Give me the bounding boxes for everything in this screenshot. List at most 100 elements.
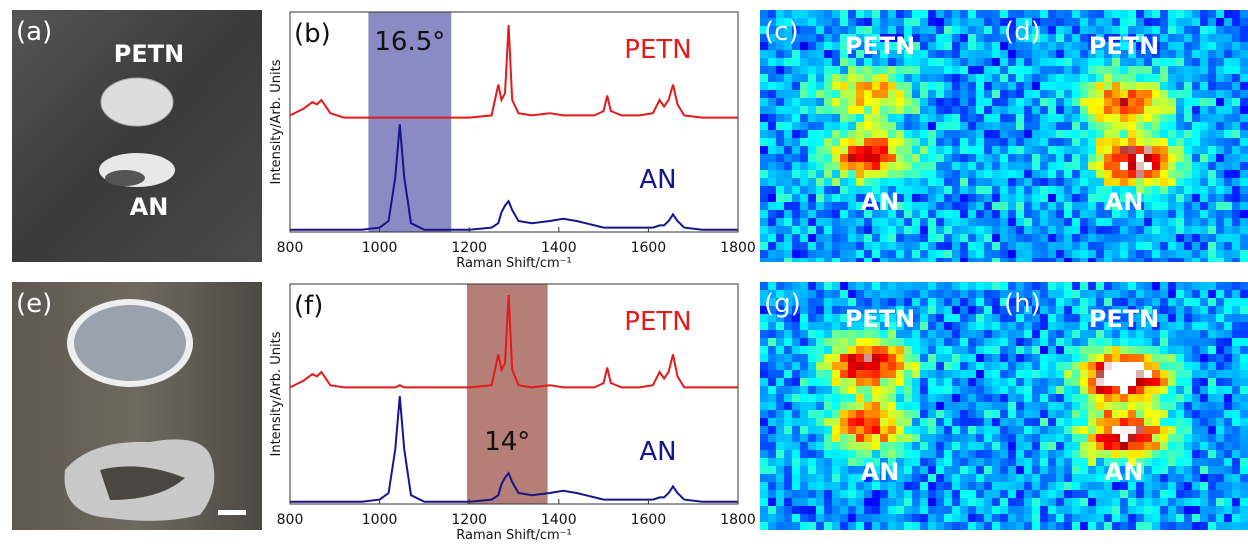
pixel [1232, 410, 1240, 418]
pixel [1008, 458, 1016, 466]
pixel [1216, 242, 1224, 250]
pixel [1232, 34, 1240, 42]
pixel [1232, 418, 1240, 426]
pixel [952, 482, 960, 490]
pixel [1096, 258, 1104, 262]
pixel [904, 458, 912, 466]
pixel [992, 514, 1000, 522]
pixel [960, 346, 968, 354]
pixel [1064, 346, 1072, 354]
pixel [952, 202, 960, 210]
pixel [1048, 298, 1056, 306]
pixel [1136, 250, 1144, 258]
pixel [904, 138, 912, 146]
pixel [944, 306, 952, 314]
pixel [1056, 154, 1064, 162]
pixel [1128, 18, 1136, 26]
pixel [960, 514, 968, 522]
pixel [960, 410, 968, 418]
pixel [1168, 410, 1176, 418]
pixel [1016, 186, 1024, 194]
pixel [992, 122, 1000, 130]
pixel [808, 394, 816, 402]
pixel [1080, 82, 1088, 90]
pixel [808, 474, 816, 482]
pixel [776, 458, 784, 466]
pixel [1192, 370, 1200, 378]
pixel [792, 354, 800, 362]
pixel [864, 410, 872, 418]
pixel [1112, 258, 1120, 262]
pixel [1144, 282, 1152, 290]
pixel [1200, 194, 1208, 202]
pixel [1040, 402, 1048, 410]
pixel [768, 194, 776, 202]
pixel [904, 386, 912, 394]
pixel [1048, 378, 1056, 386]
pixel [952, 498, 960, 506]
pixel [1112, 106, 1120, 114]
pixel [872, 394, 880, 402]
pixel [1208, 34, 1216, 42]
pixel [944, 442, 952, 450]
pixel [912, 74, 920, 82]
pixel [840, 106, 848, 114]
pixel [1048, 386, 1056, 394]
pixel [848, 74, 856, 82]
pixel [1080, 306, 1088, 314]
pixel [1224, 114, 1232, 122]
pixel [1168, 322, 1176, 330]
pixel [1040, 154, 1048, 162]
pixel [944, 490, 952, 498]
pixel [1192, 498, 1200, 506]
pixel [832, 362, 840, 370]
pixel [1088, 506, 1096, 514]
pixel [952, 466, 960, 474]
pixel [1008, 498, 1016, 506]
pixel [1048, 490, 1056, 498]
pixel [1160, 418, 1168, 426]
pixel [912, 98, 920, 106]
pixel [1200, 90, 1208, 98]
pixel [1192, 298, 1200, 306]
pixel [1104, 122, 1112, 130]
pixel [768, 202, 776, 210]
pixel [776, 498, 784, 506]
pixel [912, 226, 920, 234]
pixel [1080, 66, 1088, 74]
pixel [944, 314, 952, 322]
pixel [936, 442, 944, 450]
pixel [816, 402, 824, 410]
pixel [1168, 122, 1176, 130]
pixel [800, 34, 808, 42]
pixel [1144, 474, 1152, 482]
pixel [968, 386, 976, 394]
pixel [1208, 146, 1216, 154]
pixel [872, 370, 880, 378]
pixel [1080, 170, 1088, 178]
pixel [1176, 426, 1184, 434]
pixel [1056, 458, 1064, 466]
pixel [1184, 466, 1192, 474]
pixel [1208, 114, 1216, 122]
pixel [1232, 378, 1240, 386]
pixel [944, 434, 952, 442]
pixel [840, 242, 848, 250]
pixel [976, 122, 984, 130]
pixel [1064, 210, 1072, 218]
pixel [1200, 234, 1208, 242]
pixel [832, 330, 840, 338]
pixel [872, 490, 880, 498]
pixel [944, 82, 952, 90]
pixel [832, 162, 840, 170]
pixel [784, 226, 792, 234]
pixel [928, 514, 936, 522]
pixel [952, 170, 960, 178]
pixel [1184, 410, 1192, 418]
pixel [928, 282, 936, 290]
pixel [1208, 162, 1216, 170]
pixel [768, 210, 776, 218]
pixel [1088, 522, 1096, 530]
pixel [800, 170, 808, 178]
pixel [1040, 514, 1048, 522]
